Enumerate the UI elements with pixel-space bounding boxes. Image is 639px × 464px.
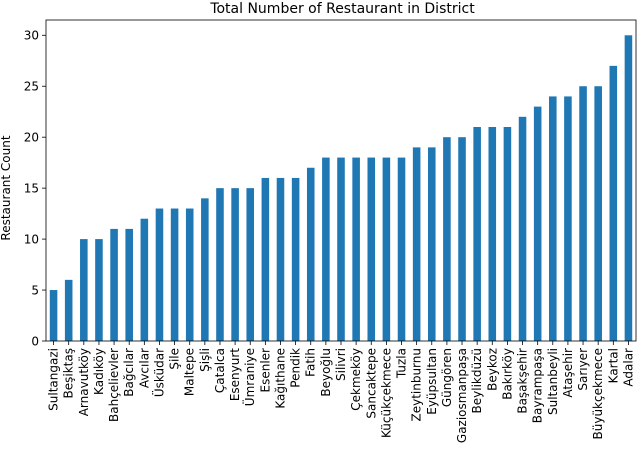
y-tick-label: 5 [31,283,39,297]
x-tick-label: Beyoğlu [319,348,333,397]
plot-frame [45,19,637,342]
x-tick-label: Tuzla [395,348,409,379]
x-tick-label: Şişli [198,348,212,372]
bar [170,208,179,341]
bar [594,86,602,341]
x-tick-label: Arnavutköy [77,348,91,416]
bars-group [49,35,633,342]
x-tick-label: Şile [168,348,182,370]
x-tick-label: Üsküdar [150,348,166,397]
bar [80,239,88,341]
x-tick-label: Kağıthane [273,348,287,409]
bar [443,137,451,341]
x-tick-label: Beykoz [485,348,499,391]
bar [397,157,406,341]
bar [609,65,618,341]
bar [488,127,497,341]
x-tick-label: Sancaktepe [364,348,378,419]
x-tick-label: Ümraniye [241,348,257,406]
x-tick-label: Fatih [304,348,318,377]
x-tick-label: Başakşehir [516,348,530,414]
x-axis: Sultangazi Beşiktaş Arnavutköy Kadıköy Bahçe… [47,341,635,443]
bar [518,116,527,341]
x-tick-label: Bahçelievler [107,348,121,422]
y-tick-label: 0 [31,334,39,348]
y-axis-label: Restaurant Count [0,135,13,240]
bar [564,96,572,341]
bar [503,127,512,341]
bar [110,228,118,341]
x-tick-label: Gaziosmanpaşa [455,348,469,443]
x-tick-label: Esenler [258,348,272,393]
bar [95,239,103,341]
bar [382,157,391,341]
x-tick-label: Kartal [606,348,620,383]
bar [533,106,542,341]
x-tick-label: Ataşehir [561,348,575,398]
bar [458,137,466,341]
y-tick-label: 10 [24,232,39,246]
y-tick-label: 30 [24,29,39,43]
x-tick-label: Çatalca [213,348,227,393]
x-tick-label: Sultangazi [47,348,61,411]
x-tick-label: Eyüpsultan [425,348,439,415]
x-tick-label: Esenyurt [228,348,242,401]
bar [549,96,557,341]
bar [367,157,376,341]
x-tick-label: Pendik [289,348,303,388]
x-tick-label: Zeytinburnu [410,348,424,422]
bar [125,228,133,341]
x-tick-label: Avcılar [137,348,151,388]
x-tick-label: Adalar [621,348,635,387]
bar [473,127,481,341]
y-axis: 0 5 10 15 20 25 30 [24,29,46,348]
x-tick-label: Silivri [334,348,348,381]
x-tick-label: Sultanbeyli [546,348,560,415]
x-tick-label: Beşiktaş [62,348,76,398]
bar [201,198,209,341]
x-tick-label: Bakırköy [500,348,514,400]
bar [291,177,300,341]
bar [306,167,315,341]
bar [49,290,58,341]
x-tick-label: Bayrampaşa [531,348,545,423]
bar [185,208,194,341]
y-tick-label: 25 [24,80,39,94]
bar [261,177,270,341]
bar [412,147,421,341]
bar [155,208,164,341]
bar [216,188,224,341]
bar [337,157,345,341]
x-tick-label: Büyükçekmece [591,348,605,439]
bar [276,177,285,341]
bar [352,157,360,341]
bar [140,218,149,341]
x-tick-label: Güngören [440,348,454,407]
bar [322,157,330,341]
x-tick-label: Bağcılar [122,348,136,397]
x-tick-label: Beylikdüzü [470,348,484,413]
bar [579,86,587,341]
bar [246,188,255,341]
y-tick-label: 15 [24,181,39,195]
bar [427,147,436,341]
axes-frame [45,19,637,342]
bar [231,188,239,341]
x-tick-label: Maltepe [183,348,197,396]
x-tick-label: Çekmeköy [349,348,363,411]
y-tick-label: 20 [24,130,39,144]
x-tick-label: Sarıyer [576,348,590,391]
bar [64,279,73,341]
bar [624,35,633,342]
x-tick-label: Küçükçekmece [379,348,393,438]
x-tick-label: Kadıköy [92,348,106,395]
chart-title: Total Number of Restaurant in District [209,1,475,17]
